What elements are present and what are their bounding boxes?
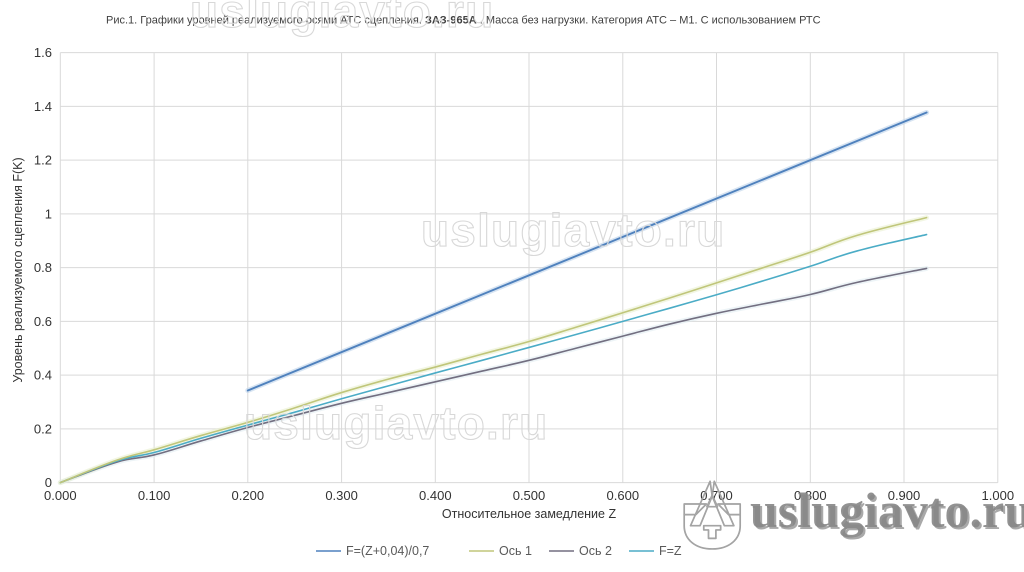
svg-text:0.100: 0.100 — [138, 488, 171, 503]
svg-text:1: 1 — [45, 206, 52, 221]
svg-text:uslugiavto.ru: uslugiavto.ru — [750, 482, 1024, 538]
svg-text:1.6: 1.6 — [34, 45, 52, 60]
svg-text:0.000: 0.000 — [44, 488, 77, 503]
svg-text:F=Z: F=Z — [659, 544, 682, 558]
svg-text:0.600: 0.600 — [607, 488, 640, 503]
svg-text:0.4: 0.4 — [34, 368, 52, 383]
svg-text:uslugiavto.ru: uslugiavto.ru — [244, 397, 548, 449]
svg-text:0.400: 0.400 — [419, 488, 452, 503]
svg-text:Относительное замедление Z: Относительное замедление Z — [442, 507, 617, 521]
svg-text:1.4: 1.4 — [34, 99, 52, 114]
svg-text:F=(Z+0,04)/0,7: F=(Z+0,04)/0,7 — [346, 544, 429, 558]
svg-text:0.500: 0.500 — [513, 488, 546, 503]
svg-text:0.6: 0.6 — [34, 314, 52, 329]
svg-text:1.2: 1.2 — [34, 153, 52, 168]
svg-text:0.200: 0.200 — [232, 488, 265, 503]
svg-text:0.2: 0.2 — [34, 421, 52, 436]
svg-text:0.8: 0.8 — [34, 260, 52, 275]
svg-text:0.700: 0.700 — [700, 488, 733, 503]
svg-text:uslugiavto.ru: uslugiavto.ru — [190, 0, 494, 37]
svg-text:0.300: 0.300 — [325, 488, 358, 503]
svg-text:uslugiavto.ru: uslugiavto.ru — [421, 204, 725, 256]
svg-text:Ось 1: Ось 1 — [499, 544, 532, 558]
svg-text:Ось 2: Ось 2 — [579, 544, 612, 558]
svg-text:Уровень реализуемого сцепления: Уровень реализуемого сцепления F(K) — [11, 157, 25, 382]
